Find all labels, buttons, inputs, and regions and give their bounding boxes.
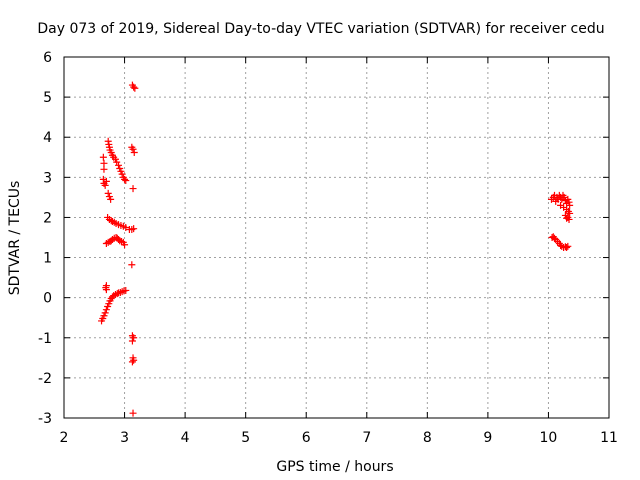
data-point	[101, 181, 109, 189]
data-point	[122, 223, 130, 231]
x-axis: 2 3 4 5 6 7 8 9 10 11	[60, 57, 618, 446]
x-tick-label: 9	[483, 430, 492, 446]
data-point	[100, 165, 108, 173]
y-tick-label: 1	[43, 251, 52, 267]
grid	[64, 57, 609, 418]
y-tick-label: -3	[38, 411, 52, 427]
data-point	[128, 337, 136, 345]
data-point	[130, 225, 138, 233]
data-point	[130, 148, 138, 156]
data-point	[130, 334, 138, 342]
plot-frame	[63, 56, 610, 419]
x-tick-label: 6	[302, 430, 311, 446]
x-tick-label: 5	[241, 430, 250, 446]
y-tick-label: 3	[43, 170, 52, 186]
data-point	[102, 177, 110, 185]
y-tick-label: -1	[38, 331, 52, 347]
data-point	[131, 84, 139, 92]
data-point	[551, 234, 558, 242]
data-point	[104, 189, 112, 197]
data-point	[104, 137, 112, 145]
data-point	[102, 306, 110, 314]
x-tick-label: 2	[60, 430, 69, 446]
data-point	[102, 284, 110, 292]
y-tick-label: 0	[43, 291, 52, 307]
data-point	[129, 185, 137, 193]
data-point	[565, 198, 573, 206]
data-point	[115, 161, 122, 169]
chart-title: Day 073 of 2019, Sidereal Day-to-day VTE…	[37, 21, 604, 37]
x-tick-label: 10	[540, 430, 558, 446]
data-point	[128, 261, 136, 269]
data-point	[121, 241, 129, 249]
data-point	[122, 177, 130, 185]
data-point	[129, 409, 137, 417]
y-tick-label: 4	[43, 130, 52, 146]
data-point	[100, 159, 108, 167]
y-tick-label: 6	[43, 50, 52, 66]
data-point	[130, 83, 138, 91]
data-point	[128, 358, 136, 366]
data-point	[564, 242, 572, 250]
x-axis-label: GPS time / hours	[276, 459, 393, 475]
data-point	[565, 215, 573, 223]
data-point	[99, 153, 107, 161]
x-tick-label: 7	[362, 430, 371, 446]
data-point	[129, 145, 137, 153]
data-point	[113, 290, 121, 298]
data-point	[118, 170, 126, 178]
data-point	[566, 209, 574, 217]
y-axis-label: SDTVAR / TECUs	[7, 181, 23, 296]
x-tick-label: 4	[181, 430, 190, 446]
data-point	[563, 244, 571, 252]
data-point	[560, 193, 568, 201]
y-tick-label: 5	[43, 90, 52, 106]
data-point	[566, 201, 574, 209]
data-series-sdtvar	[98, 81, 574, 417]
data-point	[130, 356, 138, 364]
data-point	[101, 309, 109, 317]
x-tick-label: 11	[600, 430, 618, 446]
y-axis: -3 -2 -1 0 1 2 3 4 5 6	[38, 50, 609, 427]
y-tick-label: 2	[43, 210, 52, 226]
data-point	[107, 195, 115, 203]
data-point	[122, 286, 130, 294]
x-tick-label: 3	[120, 430, 129, 446]
data-point	[121, 175, 129, 183]
x-tick-label: 8	[423, 430, 432, 446]
y-tick-label: -2	[38, 371, 52, 387]
data-point	[107, 217, 115, 225]
